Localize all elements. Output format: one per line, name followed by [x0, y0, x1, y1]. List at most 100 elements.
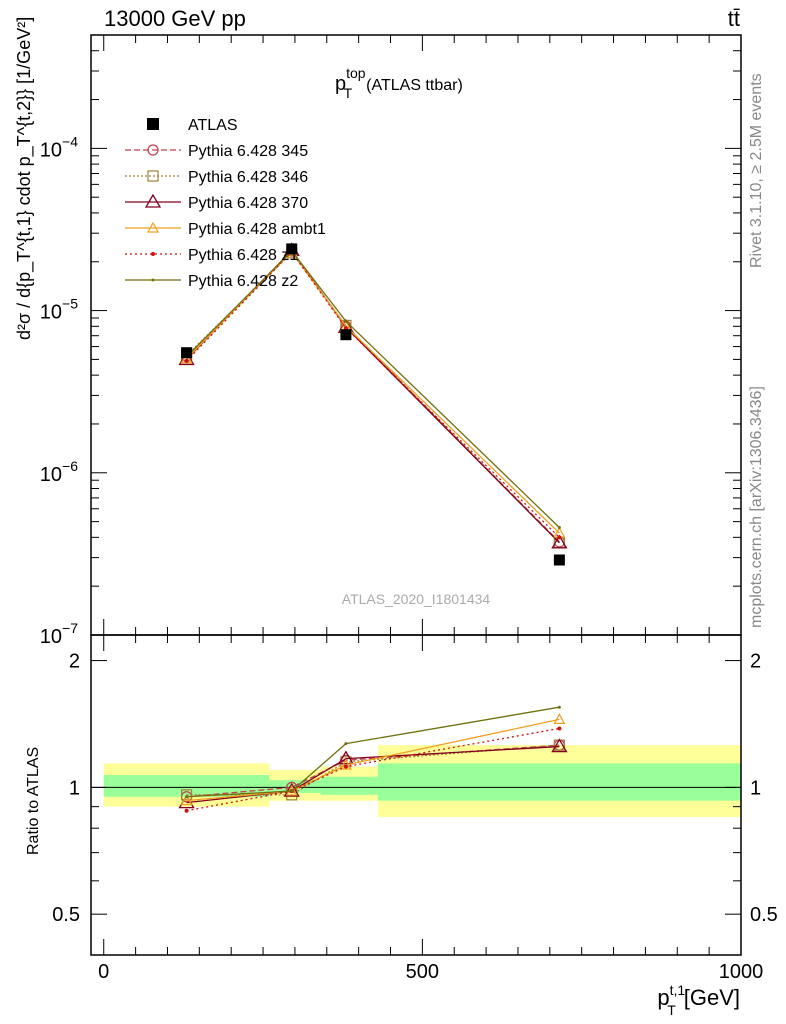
series-marker — [344, 319, 348, 323]
legend-marker — [147, 170, 159, 182]
series-line — [186, 250, 560, 534]
legend-label: Pythia 6.428 z1 — [188, 247, 298, 264]
ytick-label-mantissa: 10 — [40, 464, 62, 486]
mcplots-label: mcplots.cern.ch [arXiv:1306.3436] — [748, 386, 765, 628]
series-line — [186, 250, 560, 528]
atlas-data-layer — [181, 243, 565, 566]
ratio-panel-frame — [90, 634, 742, 956]
ratio-series-marker — [557, 705, 561, 709]
legend-label: Pythia 6.428 z2 — [188, 273, 298, 290]
series-marker — [557, 535, 562, 540]
ratio-series-marker — [557, 726, 562, 731]
legend-label: Pythia 6.428 346 — [188, 169, 308, 186]
ratio-series-marker — [551, 738, 568, 753]
x-axis-label-suffix: [GeV] — [684, 985, 740, 1010]
plot-title-sup: top — [346, 65, 366, 81]
legend-marker — [147, 118, 159, 130]
ratio-series-marker — [553, 713, 566, 724]
plot-title-main: p — [335, 73, 346, 95]
series-line — [186, 250, 560, 543]
ratio-series-line — [186, 745, 560, 804]
plot-title: ptop T (ATLAS ttbar) — [335, 65, 463, 101]
legend: ATLAS Pythia 6.428 345 Pythia 6.428 346 Pyt… — [125, 117, 326, 290]
ratio-series-marker — [343, 764, 348, 769]
ratio-ytick-label: 2 — [69, 651, 80, 673]
ytick-label-exponent: −7 — [62, 620, 78, 636]
rivet-label: Rivet 3.1.10, ≥ 2.5M events — [748, 73, 765, 268]
ytick-label-exponent: −4 — [62, 133, 78, 149]
series-line — [186, 251, 560, 544]
ratio-panel-ticks — [91, 635, 742, 956]
process-label: tt̄ — [728, 6, 740, 31]
ytick-label: 10−7 — [40, 620, 78, 648]
x-axis-label: pt,1 T [GeV] — [657, 982, 740, 1018]
series-marker — [343, 326, 348, 331]
ratio-ytick-label-right: 2 — [750, 651, 761, 673]
legend-label: ATLAS — [188, 117, 238, 134]
ratio-series-marker — [180, 794, 193, 806]
ratio-series-marker — [290, 789, 294, 793]
ytick-label-mantissa: 10 — [40, 139, 62, 161]
atlas-data-point — [181, 347, 193, 359]
x-axis-label-sup: t,1 — [670, 982, 686, 998]
legend-label: Pythia 6.428 ambt1 — [188, 221, 326, 238]
main-panel: 10−710−610−510−4 ptop T (ATLAS ttbar) d²σ … — [14, 17, 742, 648]
x-axis-label-sub: T — [667, 1002, 676, 1018]
ratio-xtick-label: 500 — [406, 961, 439, 983]
ratio-ytick-label: 1 — [69, 777, 80, 799]
ratio-panel: 0.5 0.5 1 1 2 2 0 500 1000 Ratio to ATLAS pt,1 T… — [25, 634, 778, 1018]
ratio-xtick-labels: 0 500 1000 — [98, 961, 763, 983]
ratio-series-line — [186, 718, 560, 802]
ratio-series-marker — [339, 758, 352, 770]
ytick-label-exponent: −5 — [62, 296, 78, 312]
legend-marker — [147, 144, 159, 156]
ratio-band-inner — [103, 774, 270, 797]
ratio-bands — [103, 745, 741, 818]
legend-marker — [151, 252, 155, 256]
ratio-series-line — [186, 706, 560, 798]
ytick-label-mantissa: 10 — [40, 302, 62, 324]
series-line — [186, 250, 560, 538]
ratio-series-marker — [184, 808, 189, 813]
legend-marker — [151, 278, 155, 282]
analysis-label: ATLAS_2020_I1801434 — [342, 591, 491, 607]
ratio-band-inner — [320, 776, 378, 795]
main-panel-ticks — [91, 34, 742, 636]
ytick-label: 10−6 — [40, 458, 78, 486]
ratio-series-marker — [337, 750, 355, 765]
ratio-xtick-label: 0 — [98, 961, 109, 983]
atlas-data-point — [340, 329, 352, 341]
plot-title-sub: T — [344, 85, 353, 101]
ratio-series-marker — [344, 742, 348, 746]
atlas-data-point — [286, 243, 298, 255]
ratio-ylabel: Ratio to ATLAS — [25, 747, 42, 855]
ytick-label-exponent: −6 — [62, 458, 78, 474]
x-axis-label-main: p — [657, 985, 669, 1010]
atlas-data-point — [553, 554, 565, 566]
series-marker — [557, 525, 561, 529]
ratio-ytick-labels: 0.5 0.5 1 1 2 2 — [52, 651, 778, 927]
ratio-series-marker — [185, 795, 189, 799]
ratio-ytick-label-right: 1 — [750, 777, 761, 799]
main-panel-ytick-labels: 10−710−610−510−4 — [40, 133, 78, 648]
series-marker — [178, 351, 195, 366]
energy-label: 13000 GeV pp — [104, 6, 246, 31]
ratio-series-layer — [178, 705, 568, 813]
ytick-label-mantissa: 10 — [40, 626, 62, 648]
legend-marker — [146, 221, 160, 233]
ratio-band-inner — [377, 763, 741, 801]
ratio-series-marker — [180, 789, 193, 801]
legend-label: Pythia 6.428 345 — [188, 143, 308, 160]
series-line — [186, 249, 560, 544]
ratio-series-line — [186, 727, 560, 812]
ytick-label: 10−5 — [40, 296, 78, 324]
plot-title-suffix: (ATLAS ttbar) — [366, 77, 463, 94]
legend-label: Pythia 6.428 370 — [188, 195, 308, 212]
legend-marker — [144, 193, 162, 208]
series-marker — [551, 534, 568, 549]
ytick-label: 10−4 — [40, 133, 78, 161]
series-marker — [184, 358, 189, 363]
main-ylabel: d²σ / d{p_T^{t,1} cdot p_T^{t,2}} [1/GeV… — [14, 17, 35, 340]
ratio-xtick-label: 1000 — [719, 961, 764, 983]
